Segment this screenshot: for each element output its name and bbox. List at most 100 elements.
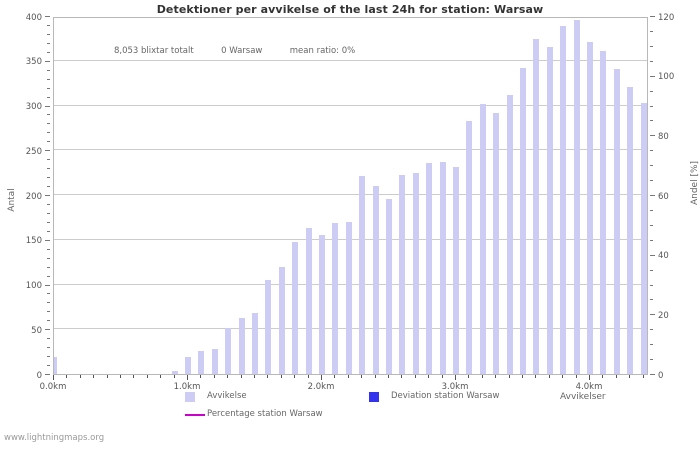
x-axis-tick-label: 0.0km [39,382,67,392]
axis-tick-major [650,314,655,316]
bar [251,313,258,374]
axis-tick-minor [47,132,50,134]
gridline [54,149,647,151]
chart-legend: Avvikelse Deviation station Warsaw Perce… [0,391,700,431]
x-axis-tick-minor [575,375,577,378]
axis-tick-label: 0 [36,370,42,381]
axis-tick-label: 150 [25,236,42,247]
annotation-mean-ratio: mean ratio: 0% [289,46,356,56]
x-axis-tick-minor [227,375,229,378]
axis-tick-minor [47,33,50,35]
x-axis-tick-minor [548,375,550,378]
axis-tick-minor [47,266,50,268]
axis-tick-minor [47,42,50,44]
x-axis-tick-minor [642,375,644,378]
bar [372,186,379,374]
bar [479,103,486,374]
legend-label-avvikelse: Avvikelse [207,391,247,401]
axis-tick-minor [650,299,653,301]
axis-tick-minor [650,120,653,122]
axis-tick-minor [47,311,50,313]
axis-tick-minor [650,90,653,92]
plot-annotation: 8,053 blixtar totalt 0 Warsaw mean ratio… [114,46,355,56]
axis-tick-minor [650,60,653,62]
axis-tick-minor [650,30,653,32]
axis-tick-minor [47,96,50,98]
x-axis-tick-label: 3.0km [441,382,469,392]
x-axis-tick-minor [133,375,135,378]
bar [466,120,473,374]
bar [238,317,245,374]
bar [332,222,339,374]
bar [292,242,299,374]
legend-label-percentage: Percentage station Warsaw [207,409,323,419]
axis-tick-label: 400 [25,12,42,23]
axis-tick-major [45,105,50,107]
bar [587,41,594,374]
x-axis-tick-minor [160,375,162,378]
bar [533,39,540,374]
axis-tick-major [45,60,50,62]
axis-tick-major [650,75,655,77]
y-axis-right-title: Andel [%] [690,160,700,206]
axis-tick-major [650,135,655,137]
x-axis-tick-minor [294,375,296,378]
axis-tick-minor [47,203,50,205]
bar [560,25,567,374]
x-axis-tick-major [321,375,323,380]
axis-tick-minor [47,320,50,322]
gridline [54,194,647,195]
axis-tick-minor [47,347,50,349]
bar [546,47,553,374]
x-axis-tick-minor [468,375,470,378]
axis-tick-minor [650,269,653,271]
axis-tick-minor [47,51,50,53]
axis-tick-label: 40 [658,251,669,262]
x-axis-tick-label: 2.0km [307,382,335,392]
x-axis-tick-minor [267,375,269,378]
x-axis-tick-minor [347,375,349,378]
axis-tick-minor [47,78,50,80]
axis-tick-major [45,374,50,375]
axis-tick-minor [47,159,50,161]
legend-label-deviation: Deviation station Warsaw [391,391,500,401]
axis-tick-minor [47,212,50,214]
x-axis-tick-minor [388,375,390,378]
axis-tick-minor [47,177,50,179]
axis-tick-label: 250 [25,146,42,157]
bar [359,176,366,374]
axis-tick-minor [47,275,50,277]
bar [412,172,419,374]
axis-tick-minor [47,230,50,232]
bar [613,68,620,374]
x-axis-tick-minor [508,375,510,378]
x-axis-tick-minor [200,375,202,378]
bar [600,50,607,374]
axis-tick-minor [650,45,653,47]
bar [54,357,58,374]
axis-tick-major [45,284,50,286]
axis-tick-minor [47,186,50,188]
axis-tick-major [45,239,50,241]
axis-tick-minor [650,150,653,152]
axis-tick-minor [47,221,50,223]
x-axis-tick-minor [374,375,376,378]
axis-tick-minor [47,257,50,259]
x-axis: 0.0km 1.0km 2.0km 3.0km 4.0km [40,375,648,397]
x-axis-tick-minor [213,375,215,378]
axis-tick-minor [47,114,50,116]
axis-tick-minor [650,359,653,361]
axis-tick-minor [650,105,653,107]
y-axis-left: Antal 0 50 100 150 200 250 300 350 400 [0,12,52,380]
x-axis-tick-minor [79,375,81,378]
bar [386,199,393,374]
axis-tick-minor [47,69,50,71]
x-axis-tick-minor [481,375,483,378]
bar [345,221,352,374]
bar [305,228,312,374]
axis-tick-minor [650,284,653,286]
x-axis-tick-minor [361,375,363,378]
axis-tick-label: 100 [658,72,675,83]
axis-tick-label: 60 [658,191,669,202]
